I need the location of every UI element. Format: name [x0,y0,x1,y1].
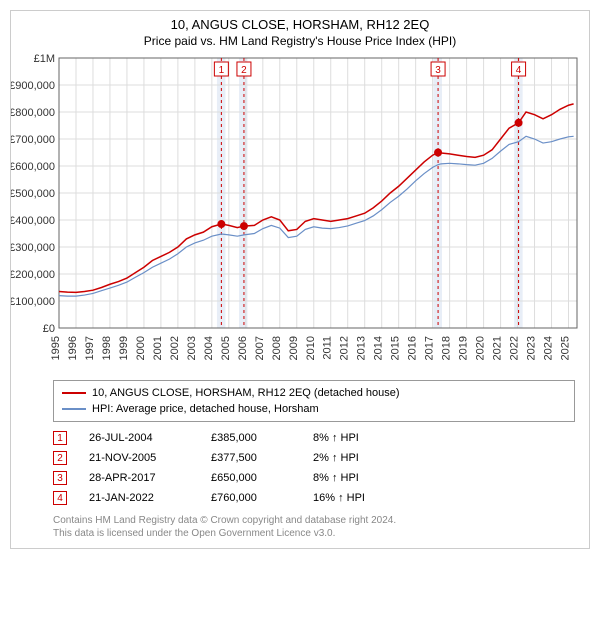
x-tick-label: 2002 [169,336,181,360]
y-tick-label: £900,000 [11,80,55,92]
x-tick-label: 1999 [118,336,130,360]
sale-row-marker: 4 [53,491,67,505]
sale-row-date: 26-JUL-2004 [89,432,189,444]
x-tick-label: 2013 [356,336,368,360]
sale-marker-label: 4 [516,65,522,76]
sale-dot [240,222,248,230]
sale-row-diff: 16% ↑ HPI [313,492,393,504]
sale-marker-label: 2 [241,65,247,76]
legend-label: 10, ANGUS CLOSE, HORSHAM, RH12 2EQ (deta… [92,387,400,399]
footer-line2: This data is licensed under the Open Gov… [53,527,575,540]
x-tick-label: 2005 [220,336,232,360]
x-tick-label: 2000 [135,336,147,360]
sale-row-diff: 2% ↑ HPI [313,452,393,464]
sale-row-price: £650,000 [211,472,291,484]
x-tick-label: 2010 [305,336,317,360]
x-tick-label: 1998 [101,336,113,360]
sale-row-date: 21-NOV-2005 [89,452,189,464]
sale-dot [515,119,523,127]
x-tick-label: 1995 [50,336,62,360]
x-tick-label: 2006 [237,336,249,360]
footer-attribution: Contains HM Land Registry data © Crown c… [53,514,575,540]
y-tick-label: £1M [34,53,55,65]
chart-container: 10, ANGUS CLOSE, HORSHAM, RH12 2EQ Price… [10,10,590,549]
chart-title: 10, ANGUS CLOSE, HORSHAM, RH12 2EQ [11,17,589,32]
x-tick-label: 2003 [186,336,198,360]
x-tick-label: 1996 [67,336,79,360]
sale-row-marker: 3 [53,471,67,485]
sale-dot [217,220,225,228]
x-tick-label: 2016 [407,336,419,360]
sale-marker-label: 1 [219,65,225,76]
x-tick-label: 2012 [339,336,351,360]
sale-row: 3 28-APR-2017 £650,000 8% ↑ HPI [53,468,575,488]
sale-row: 1 26-JUL-2004 £385,000 8% ↑ HPI [53,428,575,448]
x-tick-label: 2004 [203,336,215,360]
x-tick-label: 2008 [271,336,283,360]
chart-svg: £0 £100,000 £200,000 £300,000 £400,000 £500,0… [11,52,589,372]
y-tick-label: £0 [43,323,55,335]
legend-row: HPI: Average price, detached house, Hors… [62,401,566,417]
sale-row-price: £385,000 [211,432,291,444]
chart-subtitle: Price paid vs. HM Land Registry's House … [11,34,589,48]
chart-area: £0 £100,000 £200,000 £300,000 £400,000 £500,0… [11,52,589,372]
legend-row: 10, ANGUS CLOSE, HORSHAM, RH12 2EQ (deta… [62,385,566,401]
sale-row-price: £760,000 [211,492,291,504]
x-tick-label: 1997 [84,336,96,360]
legend-swatch [62,392,86,394]
x-tick-label: 2022 [509,336,521,360]
y-tick-label: £700,000 [11,134,55,146]
x-tick-label: 2015 [390,336,402,360]
sales-table: 1 26-JUL-2004 £385,000 8% ↑ HPI 2 21-NOV-2005… [53,428,575,508]
y-tick-label: £800,000 [11,107,55,119]
x-tick-label: 2007 [254,336,266,360]
sale-row-date: 28-APR-2017 [89,472,189,484]
sale-row: 4 21-JAN-2022 £760,000 16% ↑ HPI [53,488,575,508]
x-tick-label: 2021 [492,336,504,360]
x-tick-label: 2014 [373,336,385,360]
sale-row-diff: 8% ↑ HPI [313,472,393,484]
x-tick-label: 2001 [152,336,164,360]
x-tick-label: 2019 [458,336,470,360]
y-tick-label: £300,000 [11,242,55,254]
sale-marker-label: 3 [435,65,441,76]
x-tick-label: 2023 [526,336,538,360]
y-tick-label: £500,000 [11,188,55,200]
legend: 10, ANGUS CLOSE, HORSHAM, RH12 2EQ (deta… [53,380,575,422]
sale-row-marker: 2 [53,451,67,465]
x-tick-label: 2011 [322,336,334,360]
y-tick-label: £100,000 [11,296,55,308]
sale-row: 2 21-NOV-2005 £377,500 2% ↑ HPI [53,448,575,468]
x-tick-label: 2020 [475,336,487,360]
sale-row-date: 21-JAN-2022 [89,492,189,504]
titles: 10, ANGUS CLOSE, HORSHAM, RH12 2EQ Price… [11,11,589,52]
x-tick-label: 2018 [441,336,453,360]
x-tick-label: 2024 [543,336,555,360]
sale-dot [434,149,442,157]
y-tick-label: £400,000 [11,215,55,227]
legend-swatch [62,408,86,410]
x-tick-label: 2009 [288,336,300,360]
sale-row-price: £377,500 [211,452,291,464]
footer-line1: Contains HM Land Registry data © Crown c… [53,514,575,527]
sale-row-diff: 8% ↑ HPI [313,432,393,444]
y-tick-label: £600,000 [11,161,55,173]
x-tick-label: 2017 [424,336,436,360]
sale-row-marker: 1 [53,431,67,445]
y-tick-label: £200,000 [11,269,55,281]
x-tick-label: 2025 [560,336,572,360]
legend-label: HPI: Average price, detached house, Hors… [92,403,319,415]
